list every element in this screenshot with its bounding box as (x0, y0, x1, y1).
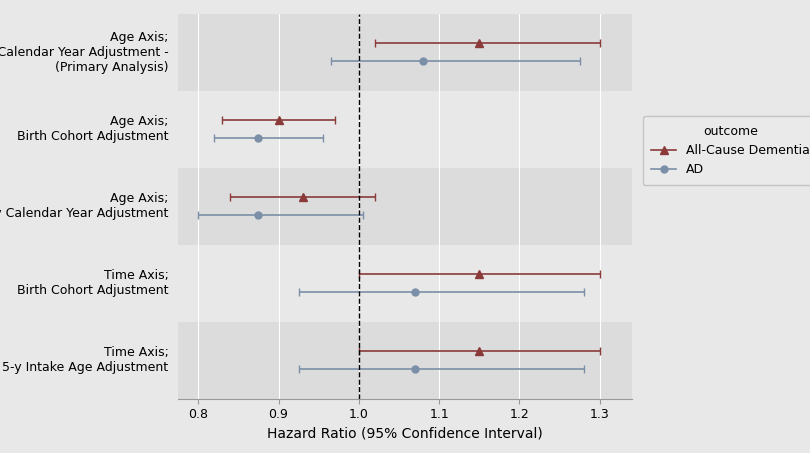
Bar (178, 14, 632, 91)
Bar (178, 245, 632, 322)
Bar (178, 168, 632, 245)
Bar (178, 91, 632, 168)
Legend: All-Cause Dementia, AD: All-Cause Dementia, AD (642, 116, 810, 185)
X-axis label: Hazard Ratio (95% Confidence Interval): Hazard Ratio (95% Confidence Interval) (267, 427, 543, 441)
Bar (178, 322, 632, 399)
